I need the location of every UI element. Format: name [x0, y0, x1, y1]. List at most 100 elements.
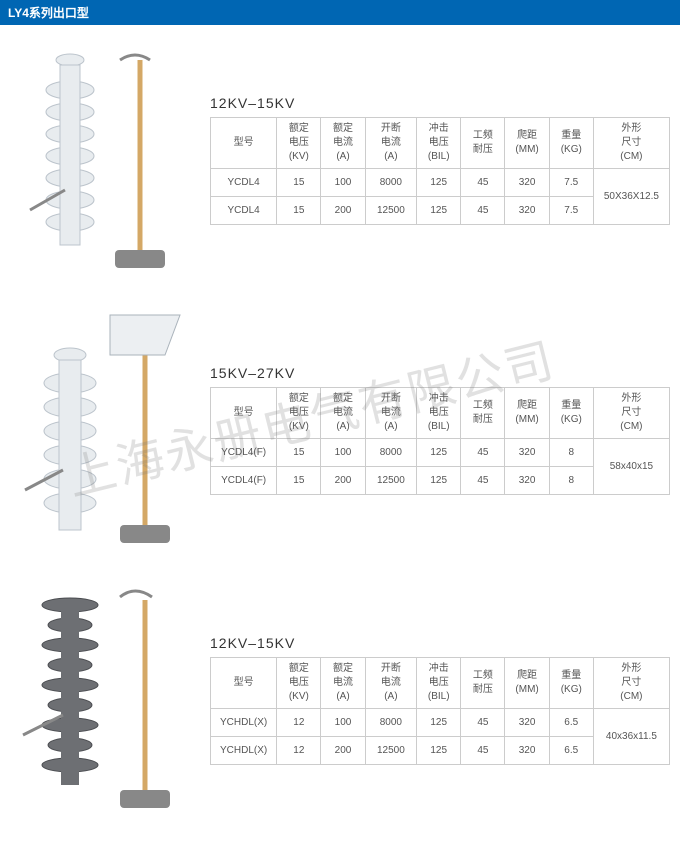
cell-kv: 12 [277, 737, 321, 765]
cell-kg: 7.5 [549, 197, 593, 225]
cell-a: 100 [321, 169, 365, 197]
spec-block: 12KV–15KV 型号 额定电压(KV) 额定电流(A) 开断电流(A) 冲击… [210, 95, 670, 225]
cell-model: YCHDL(X) [211, 737, 277, 765]
cell-a: 200 [321, 737, 365, 765]
cell-kv: 12 [277, 709, 321, 737]
cell-creep: 320 [505, 709, 549, 737]
cell-pf: 45 [461, 197, 505, 225]
th-break-current: 开断电流(A) [365, 118, 417, 169]
cell-break: 8000 [365, 709, 417, 737]
cell-model: YCHDL(X) [211, 709, 277, 737]
th-rated-voltage: 额定电压(KV) [277, 118, 321, 169]
cell-creep: 320 [505, 467, 549, 495]
table-row: YCDL4(F) 15 100 8000 125 45 320 8 58x40x… [211, 439, 670, 467]
cell-break: 12500 [365, 737, 417, 765]
cell-a: 100 [321, 709, 365, 737]
spec-section: 12KV–15KV 型号 额定电压(KV) 额定电流(A) 开断电流(A) 冲击… [10, 35, 670, 285]
spec-table: 型号 额定电压(KV) 额定电流(A) 开断电流(A) 冲击电压(BIL) 工频… [210, 387, 670, 495]
product-image [10, 305, 200, 555]
cell-pf: 45 [461, 439, 505, 467]
spec-table: 型号 额定电压(KV) 额定电流(A) 开断电流(A) 冲击电压(BIL) 工频… [210, 657, 670, 765]
table-row: YCHDL(X) 12 100 8000 125 45 320 6.5 40x3… [211, 709, 670, 737]
cell-pf: 45 [461, 169, 505, 197]
cell-creep: 320 [505, 737, 549, 765]
th-creepage: 爬距(MM) [505, 388, 549, 439]
table-row: YCDL4 15 100 8000 125 45 320 7.5 50X36X1… [211, 169, 670, 197]
page-header: LY4系列出口型 [0, 0, 680, 25]
voltage-range-title: 12KV–15KV [210, 95, 670, 111]
cell-bil: 125 [417, 197, 461, 225]
cell-kg: 8 [549, 467, 593, 495]
th-weight: 重量(KG) [549, 118, 593, 169]
cell-bil: 125 [417, 439, 461, 467]
th-impulse: 冲击电压(BIL) [417, 388, 461, 439]
cell-kv: 15 [277, 439, 321, 467]
cell-bil: 125 [417, 467, 461, 495]
spec-section: 15KV–27KV 型号 额定电压(KV) 额定电流(A) 开断电流(A) 冲击… [10, 305, 670, 555]
th-dimension: 外形尺寸(CM) [593, 388, 669, 439]
cell-break: 12500 [365, 467, 417, 495]
cell-kv: 15 [277, 197, 321, 225]
page-header-title: LY4系列出口型 [8, 6, 89, 20]
cell-a: 200 [321, 197, 365, 225]
table-header-row: 型号 额定电压(KV) 额定电流(A) 开断电流(A) 冲击电压(BIL) 工频… [211, 118, 670, 169]
th-rated-current: 额定电流(A) [321, 118, 365, 169]
spec-table: 型号 额定电压(KV) 额定电流(A) 开断电流(A) 冲击电压(BIL) 工频… [210, 117, 670, 225]
cell-pf: 45 [461, 709, 505, 737]
cell-a: 100 [321, 439, 365, 467]
th-model: 型号 [211, 118, 277, 169]
cell-kg: 6.5 [549, 709, 593, 737]
th-creepage: 爬距(MM) [505, 658, 549, 709]
th-break-current: 开断电流(A) [365, 658, 417, 709]
th-rated-voltage: 额定电压(KV) [277, 388, 321, 439]
cell-kg: 8 [549, 439, 593, 467]
product-illustration [15, 575, 195, 825]
cell-kg: 6.5 [549, 737, 593, 765]
product-illustration [15, 300, 195, 560]
th-dimension: 外形尺寸(CM) [593, 658, 669, 709]
spec-block: 12KV–15KV 型号 额定电压(KV) 额定电流(A) 开断电流(A) 冲击… [210, 635, 670, 765]
table-header-row: 型号 额定电压(KV) 额定电流(A) 开断电流(A) 冲击电压(BIL) 工频… [211, 388, 670, 439]
product-illustration [20, 40, 190, 280]
cell-model: YCDL4(F) [211, 467, 277, 495]
cell-bil: 125 [417, 709, 461, 737]
cell-creep: 320 [505, 169, 549, 197]
cell-dim: 40x36x11.5 [593, 709, 669, 765]
table-header-row: 型号 额定电压(KV) 额定电流(A) 开断电流(A) 冲击电压(BIL) 工频… [211, 658, 670, 709]
spec-section: 12KV–15KV 型号 额定电压(KV) 额定电流(A) 开断电流(A) 冲击… [10, 575, 670, 825]
cell-bil: 125 [417, 737, 461, 765]
cell-kv: 15 [277, 467, 321, 495]
th-model: 型号 [211, 658, 277, 709]
cell-kv: 15 [277, 169, 321, 197]
product-image [10, 575, 200, 825]
cell-model: YCDL4 [211, 169, 277, 197]
content-area: 12KV–15KV 型号 额定电压(KV) 额定电流(A) 开断电流(A) 冲击… [0, 25, 680, 865]
th-impulse: 冲击电压(BIL) [417, 658, 461, 709]
spec-block: 15KV–27KV 型号 额定电压(KV) 额定电流(A) 开断电流(A) 冲击… [210, 365, 670, 495]
product-image [10, 35, 200, 285]
th-break-current: 开断电流(A) [365, 388, 417, 439]
voltage-range-title: 12KV–15KV [210, 635, 670, 651]
th-weight: 重量(KG) [549, 388, 593, 439]
th-pf-withstand: 工频耐压 [461, 658, 505, 709]
cell-creep: 320 [505, 439, 549, 467]
cell-break: 8000 [365, 439, 417, 467]
cell-a: 200 [321, 467, 365, 495]
cell-kg: 7.5 [549, 169, 593, 197]
cell-break: 8000 [365, 169, 417, 197]
cell-pf: 45 [461, 737, 505, 765]
th-rated-current: 额定电流(A) [321, 388, 365, 439]
cell-pf: 45 [461, 467, 505, 495]
th-rated-voltage: 额定电压(KV) [277, 658, 321, 709]
cell-dim: 58x40x15 [593, 439, 669, 495]
th-model: 型号 [211, 388, 277, 439]
cell-dim: 50X36X12.5 [593, 169, 669, 225]
th-impulse: 冲击电压(BIL) [417, 118, 461, 169]
th-pf-withstand: 工频耐压 [461, 118, 505, 169]
th-creepage: 爬距(MM) [505, 118, 549, 169]
th-rated-current: 额定电流(A) [321, 658, 365, 709]
cell-model: YCDL4(F) [211, 439, 277, 467]
voltage-range-title: 15KV–27KV [210, 365, 670, 381]
cell-creep: 320 [505, 197, 549, 225]
cell-bil: 125 [417, 169, 461, 197]
